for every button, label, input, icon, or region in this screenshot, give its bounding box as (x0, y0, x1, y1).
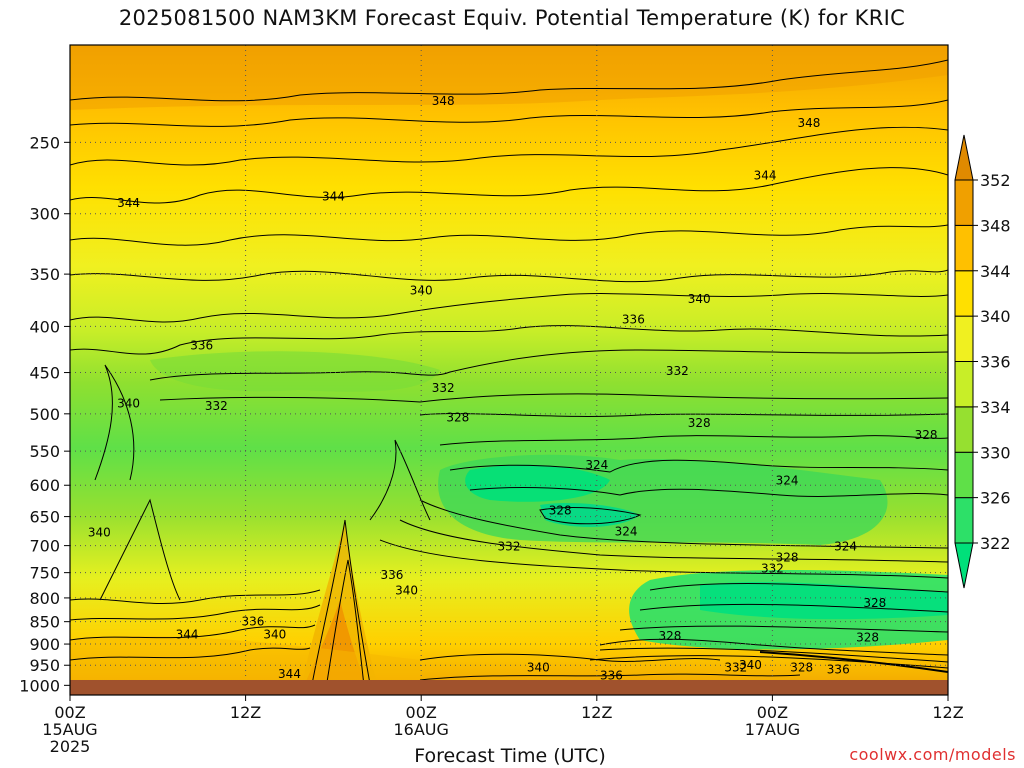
y-tick-label: 600 (29, 476, 60, 495)
y-tick-label: 350 (29, 265, 60, 284)
contour-label: 340 (117, 397, 140, 411)
contour-label: 332 (761, 561, 784, 575)
colorbar-label: 330 (980, 443, 1011, 462)
contour-label: 336 (600, 668, 623, 682)
y-tick-label: 300 (29, 205, 60, 224)
contour-label: 328 (688, 416, 711, 430)
y-tick-label: 900 (29, 635, 60, 654)
contour-label: 328 (863, 596, 886, 610)
contour-label: 340 (527, 660, 550, 674)
y-axis: 250 300 350 400 450 500 550 600 650 700 750 800 850 9… (19, 133, 70, 695)
colorbar-label: 348 (980, 216, 1011, 235)
y-tick-label: 250 (29, 133, 60, 152)
y-tick-label: 500 (29, 405, 60, 424)
contour-label: 324 (585, 458, 608, 472)
contour-label: 328 (915, 428, 938, 442)
colorbar-segment (954, 270, 974, 317)
contour-label: 328 (549, 504, 572, 518)
contour-label: 332 (724, 660, 747, 674)
contour-label: 328 (659, 629, 682, 643)
credit-text[interactable]: coolwx.com/models (849, 745, 1016, 764)
contour-label: 324 (615, 524, 638, 538)
contour-label: 340 (263, 627, 286, 641)
chart-title: 2025081500 NAM3KM Forecast Equiv. Potent… (118, 6, 906, 30)
colorbar-segment (954, 361, 974, 408)
contour-label: 336 (827, 662, 850, 676)
contour-label: 336 (380, 568, 403, 582)
contour-label: 344 (754, 168, 777, 182)
contour-label: 336 (241, 615, 264, 629)
x-tick-label: 12Z (581, 703, 612, 722)
y-tick-label: 850 (29, 613, 60, 632)
y-tick-label: 750 (29, 564, 60, 583)
colorbar-label: 326 (980, 489, 1011, 508)
y-tick-label: 950 (29, 656, 60, 675)
colorbar-segment (954, 451, 974, 499)
colorbar-under-arrow (954, 542, 974, 589)
colorbar-segment (954, 315, 974, 362)
contour-label: 340 (688, 292, 711, 306)
colorbar: 322 326 330 334 336 340 344 348 352 (954, 134, 1011, 589)
contour-label: 332 (666, 364, 689, 378)
y-tick-label: 400 (29, 317, 60, 336)
grid-lines (70, 45, 948, 695)
contour-label: 340 (739, 658, 762, 672)
colorbar-label: 340 (980, 307, 1011, 326)
colorbar-label: 352 (980, 171, 1011, 190)
contour-label: 344 (176, 627, 199, 641)
contour-label: 328 (776, 551, 799, 565)
colorbar-segment (954, 497, 974, 544)
contour-label: 336 (190, 339, 213, 353)
contour-label: 332 (498, 540, 521, 554)
colorbar-label: 336 (980, 353, 1011, 372)
colorbar-segment (954, 224, 974, 272)
contour-label: 340 (88, 526, 111, 540)
contour-label: 332 (432, 381, 455, 395)
contour-label: 348 (432, 94, 455, 108)
x-tick-label: 16AUG (393, 720, 448, 739)
x-axis-label: Forecast Time (UTC) (414, 745, 606, 767)
contour-label: 328 (790, 660, 813, 674)
contour-label: 348 (798, 116, 821, 130)
x-tick-label: 2025 (50, 737, 91, 756)
contour-label: 344 (117, 196, 140, 210)
contour-label: 340 (410, 284, 433, 298)
contour-label: 324 (776, 474, 799, 488)
y-tick-label: 650 (29, 508, 60, 527)
colorbar-segment (954, 406, 974, 453)
x-tick-label: 12Z (230, 703, 261, 722)
contour-label: 344 (322, 189, 345, 203)
contour-label: 328 (446, 411, 469, 425)
contour-label: 332 (205, 399, 228, 413)
colorbar-over-arrow (954, 134, 974, 181)
contour-label: 328 (856, 630, 879, 644)
y-tick-label: 450 (29, 364, 60, 383)
theta-e-field (70, 45, 948, 695)
x-tick-label: 15AUG (42, 720, 97, 739)
plot-frame (69, 44, 949, 696)
contour-label: 344 (278, 667, 301, 681)
contour-label: 324 (834, 540, 857, 554)
colorbar-label: 334 (980, 398, 1011, 417)
x-tick-label: 12Z (932, 703, 963, 722)
colorbar-label: 344 (980, 262, 1011, 281)
contour-label: 336 (622, 313, 645, 327)
surface-ground (70, 680, 948, 695)
colorbar-label: 322 (980, 534, 1011, 553)
y-tick-label: 550 (29, 442, 60, 461)
y-tick-label: 700 (29, 537, 60, 556)
contour-lines (70, 59, 948, 695)
y-tick-label: 1000 (19, 676, 60, 695)
x-tick-label: 00Z (54, 703, 85, 722)
x-tick-label: 00Z (757, 703, 788, 722)
y-tick-label: 800 (29, 589, 60, 608)
x-tick-label: 00Z (406, 703, 437, 722)
contour-label: 340 (395, 584, 418, 598)
x-tick-label: 17AUG (745, 720, 800, 739)
colorbar-segment (954, 179, 974, 226)
